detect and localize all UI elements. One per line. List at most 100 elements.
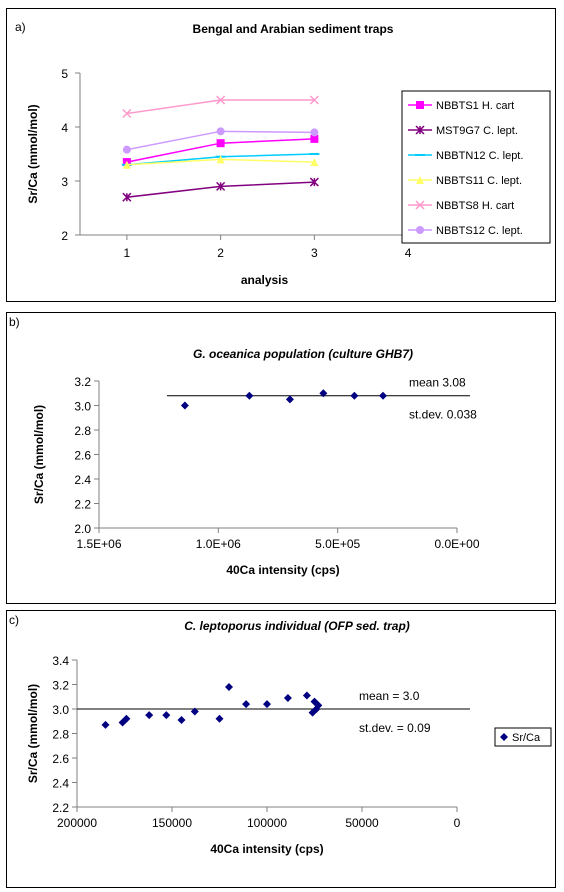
data-point xyxy=(310,128,319,137)
legend-entry: NBBTS8 H. cart xyxy=(436,200,514,212)
y-tick-label: 3.2 xyxy=(74,375,91,389)
panel-c-scatter-chart: c) C. leptoporus individual (OFP sed. tra… xyxy=(6,610,556,888)
y-tick-label: 2.6 xyxy=(52,752,69,766)
y-axis-label: Sr/Ca (mmol/mol) xyxy=(32,405,46,504)
data-point xyxy=(216,95,226,105)
x-tick-label: 2 xyxy=(217,246,224,260)
data-point xyxy=(263,700,271,709)
y-tick-label: 2.2 xyxy=(52,801,69,815)
y-tick-label: 4 xyxy=(61,121,68,135)
legend-entry: Sr/Ca xyxy=(512,732,541,744)
data-point xyxy=(216,181,226,191)
x-axis-label: 40Ca intensity (cps) xyxy=(210,842,323,856)
legend-entry: NBBTS12 C. lept. xyxy=(436,225,523,237)
data-point xyxy=(283,693,292,702)
y-tick-label: 2.2 xyxy=(74,498,91,512)
y-tick-label: 2 xyxy=(61,229,68,243)
data-point xyxy=(308,708,317,717)
x-tick-label: 0.0E+00 xyxy=(434,537,479,551)
legend-entry: NBBTS1 H. cart xyxy=(436,100,514,112)
chart-a-svg: a) Bengal and Arabian sediment traps 2 3 4 5 1… xyxy=(15,20,551,287)
data-point xyxy=(122,108,132,119)
stdev-annotation: st.dev. = 0.09 xyxy=(359,721,431,735)
legend-marker xyxy=(500,733,508,741)
legend-marker xyxy=(415,200,425,210)
data-point xyxy=(118,718,127,727)
y-tick-label: 2.0 xyxy=(74,522,91,536)
points-group xyxy=(101,682,323,729)
data-point xyxy=(302,691,311,700)
mean-annotation: mean = 3.0 xyxy=(359,689,420,703)
series-line xyxy=(126,99,315,115)
y-tick-label: 2.8 xyxy=(74,424,91,438)
legend-marker xyxy=(415,125,425,135)
data-point xyxy=(309,95,319,105)
series-group xyxy=(122,127,319,154)
series-group xyxy=(122,155,319,169)
legend-marker xyxy=(416,226,424,234)
x-tick-label: 1.0E+06 xyxy=(196,537,241,551)
data-point xyxy=(122,714,131,723)
series-group xyxy=(122,95,319,119)
data-point xyxy=(177,716,186,725)
data-point xyxy=(314,701,323,710)
panel-a-line-chart: a) Bengal and Arabian sediment traps 2 3 4 5 1… xyxy=(6,8,556,302)
chart-c-svg: c) C. leptoporus individual (OFP sed. tra… xyxy=(9,613,552,856)
x-tick-label: 150000 xyxy=(152,816,192,830)
chart-title: Bengal and Arabian sediment traps xyxy=(193,22,394,36)
data-point xyxy=(101,720,110,729)
y-tick-label: 3.4 xyxy=(52,654,69,668)
data-point xyxy=(242,700,251,709)
y-tick-label: 3.2 xyxy=(52,679,69,693)
legend-entry: NBBTS11 C. lept. xyxy=(436,175,522,187)
y-tick-label: 2.6 xyxy=(74,449,91,463)
y-axis-label: Sr/Ca (mmol/mol) xyxy=(26,684,40,783)
x-tick-label: 200000 xyxy=(57,816,97,830)
data-point xyxy=(122,160,131,169)
data-point xyxy=(216,127,225,136)
y-tick-label: 2.4 xyxy=(52,777,69,791)
x-tick-label: 0 xyxy=(454,816,461,830)
x-tick-label: 3 xyxy=(311,246,318,260)
x-tick-label: 4 xyxy=(405,246,412,260)
y-tick-label: 3.0 xyxy=(74,400,91,414)
data-point xyxy=(350,391,359,400)
points-group xyxy=(180,389,388,410)
legend-marker xyxy=(416,101,424,109)
data-point xyxy=(216,155,225,164)
data-point xyxy=(215,714,224,723)
x-tick-label: 1.5E+06 xyxy=(76,537,121,551)
x-tick-label: 1 xyxy=(124,246,131,260)
data-point xyxy=(216,139,225,148)
y-tick-label: 2.8 xyxy=(52,728,69,742)
data-point xyxy=(122,145,131,154)
panel-label: c) xyxy=(9,613,19,627)
x-tick-label: 50000 xyxy=(345,816,379,830)
data-point xyxy=(319,389,328,398)
stdev-annotation: st.dev. 0.038 xyxy=(409,408,477,422)
y-tick-label: 3.0 xyxy=(52,703,69,717)
mean-annotation: mean 3.08 xyxy=(409,376,466,390)
legend-box xyxy=(494,727,552,747)
legend-box xyxy=(401,90,551,244)
data-point xyxy=(180,401,189,410)
x-tick-label: 5.0E+05 xyxy=(315,537,360,551)
data-point xyxy=(145,711,154,720)
panel-b-scatter-chart: b) G. oceanica population (culture GHB7) 2… xyxy=(6,312,556,604)
legend-marker xyxy=(416,176,424,184)
data-point xyxy=(190,707,199,716)
y-tick-label: 2.4 xyxy=(74,473,91,487)
panel-label: b) xyxy=(9,315,20,329)
chart-title: C. leptoporus individual (OFP sed. trap) xyxy=(184,619,410,633)
legend-entry: NBBTN12 C. lept. xyxy=(436,150,523,162)
data-point xyxy=(309,177,319,187)
chart-b-svg: b) G. oceanica population (culture GHB7) 2… xyxy=(9,315,480,577)
data-point xyxy=(162,711,171,720)
legend-entry: MST9G7 C. lept. xyxy=(436,125,518,137)
data-point xyxy=(310,134,319,143)
data-point xyxy=(122,192,132,202)
series-group xyxy=(122,177,319,202)
x-tick-label: 100000 xyxy=(247,816,287,830)
chart-title: G. oceanica population (culture GHB7) xyxy=(193,347,413,361)
data-point xyxy=(225,682,233,691)
